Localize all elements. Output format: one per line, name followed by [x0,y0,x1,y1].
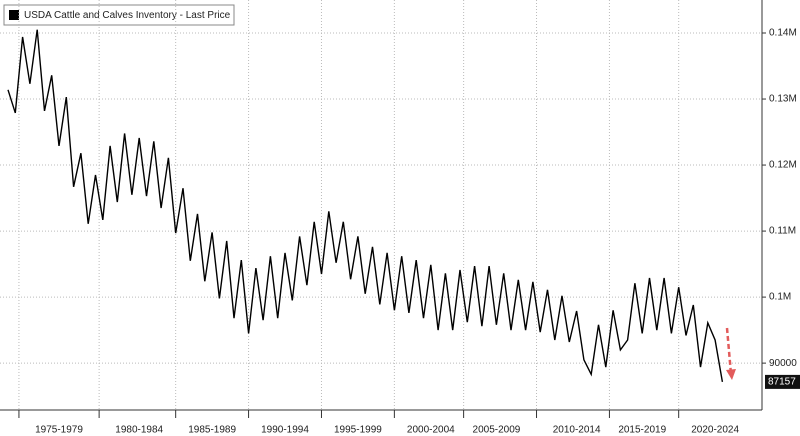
y-tick-label: 0.11M [769,226,796,237]
x-tick-label: 1990-1994 [261,425,309,436]
y-tick-label: 0.13M [769,94,797,105]
x-tick-label: 1980-1984 [115,425,163,436]
legend-label: USDA Cattle and Calves Inventory - Last … [24,10,231,21]
last-value-label: 87157 [768,377,796,388]
x-tick-label: 2015-2019 [618,425,666,436]
x-tick-label: 1995-1999 [334,425,382,436]
x-tick-label: 2005-2009 [473,425,521,436]
legend-box [3,4,235,26]
x-tick-label: 2000-2004 [407,425,455,436]
y-tick-label: 0.14M [769,28,797,39]
arrow-head [726,369,736,380]
series-line [7,29,724,383]
x-tick-label: 1985-1989 [188,425,236,436]
x-tick-label: 1975-1979 [35,425,83,436]
y-tick-label: 0.1M [769,292,791,303]
legend: USDA Cattle and Calves Inventory - Last … [3,4,235,26]
y-tick-label: 0.12M [769,160,797,171]
x-tick-label: 2010-2014 [553,425,601,436]
last-value-box [765,374,800,389]
y-tick-label: 90000 [769,358,797,369]
x-tick-label: 2020-2024 [691,425,739,436]
legend-swatch [9,10,19,20]
